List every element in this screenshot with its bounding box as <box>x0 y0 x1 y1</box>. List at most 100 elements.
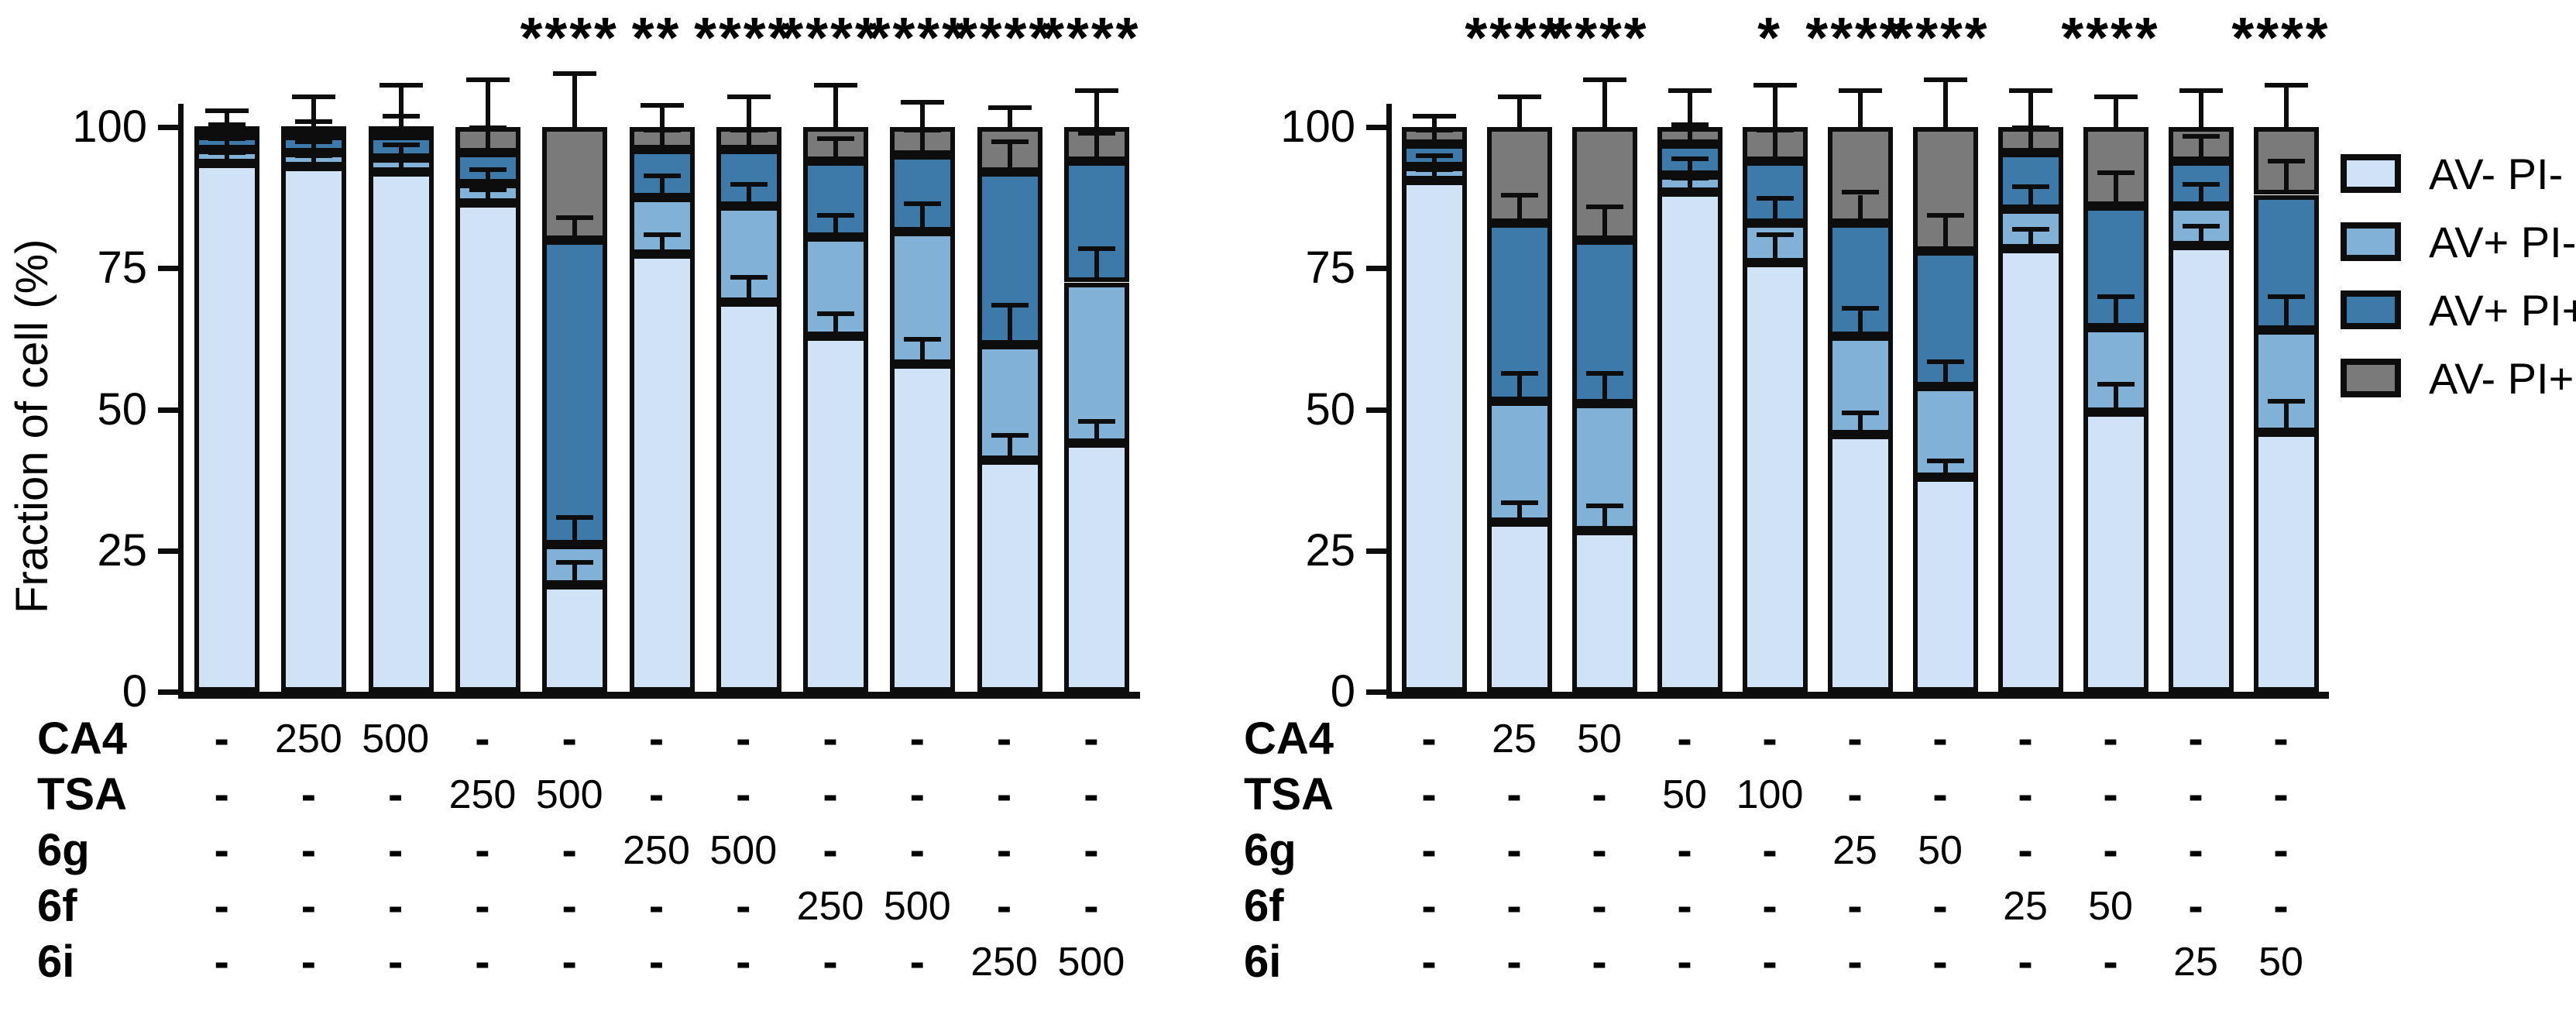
dose-cell: - <box>388 881 404 931</box>
dose-cell: 500 <box>883 884 951 929</box>
dose-cell: 50 <box>1662 772 1707 817</box>
error-bar-stem <box>225 155 230 164</box>
dose-cell: 250 <box>623 828 690 873</box>
dose-cell: 250 <box>448 772 517 817</box>
dose-cell: - <box>475 881 490 931</box>
error-bar-stem <box>2199 229 2203 246</box>
dose-row-label: 6i <box>1244 937 1282 987</box>
legend-label: AV+ PI- <box>2429 217 2576 266</box>
error-bar-cap <box>292 94 336 99</box>
dose-row-label: TSA <box>1244 769 1334 820</box>
error-bar-cap <box>901 99 945 105</box>
error-bar-cap <box>991 139 1029 144</box>
dose-cell: - <box>909 769 925 820</box>
dose-cell: - <box>562 825 577 875</box>
error-bar-cap <box>1501 193 1538 198</box>
dose-cell: - <box>909 713 925 764</box>
error-bar-stem <box>398 160 404 173</box>
legend-swatch-av-pos-pi-pos <box>2341 290 2401 329</box>
error-bar-cap <box>814 82 858 88</box>
error-bar-stem <box>398 146 404 159</box>
legend-item: AV- PI- <box>2341 150 2576 198</box>
error-bar-cap <box>2265 82 2308 88</box>
error-bar-stem <box>1773 132 1777 161</box>
y-tick-label: 25 <box>97 524 147 576</box>
error-bar-cap <box>205 108 249 113</box>
error-bar-cap <box>1586 204 1623 209</box>
stacked-bar <box>977 104 1042 692</box>
legend-label: AV- PI- <box>2429 149 2564 198</box>
legend: AV- PI- AV+ PI- AV+ PI+ AV- PI+ <box>2341 150 2576 426</box>
dose-cell: - <box>909 937 925 987</box>
dose-row-label: 6i <box>37 937 75 987</box>
error-bar-stem <box>1094 93 1099 127</box>
error-bar-cap <box>2009 88 2052 94</box>
dose-cell: - <box>909 825 925 875</box>
significance-label: **** <box>1465 5 1564 70</box>
error-bar-stem <box>1432 158 1437 167</box>
dose-cell: - <box>214 769 229 820</box>
legend-label: AV+ PI+ <box>2429 285 2576 335</box>
y-tick-label: 50 <box>97 383 147 435</box>
dose-cell: - <box>1084 769 1099 820</box>
dose-cell: - <box>2188 769 2203 820</box>
error-bar-cap <box>643 173 681 178</box>
error-bar-cap <box>382 156 420 161</box>
dose-cell: - <box>1847 937 1863 987</box>
error-bar-stem <box>485 129 490 153</box>
error-bar-stem <box>1943 364 1948 387</box>
bar-segment-av-neg-pi-neg <box>2083 412 2148 692</box>
error-bar-cap <box>2094 94 2138 99</box>
stacked-bar <box>1743 82 1808 692</box>
dose-cell: 500 <box>709 828 778 873</box>
dose-cell: - <box>1847 881 1863 931</box>
y-tick-label: 0 <box>1330 666 1355 717</box>
plot-area <box>178 71 1140 699</box>
significance-label: **** <box>954 5 1054 70</box>
y-tick-mark <box>158 548 178 554</box>
dose-cell: - <box>823 937 838 987</box>
error-bar-cap <box>295 139 333 144</box>
error-bar-cap <box>2097 382 2135 387</box>
y-tick-label: 75 <box>97 242 147 294</box>
error-bar-cap <box>2183 224 2220 229</box>
error-bar-stem <box>485 81 490 127</box>
error-bar-stem <box>2284 87 2289 127</box>
dose-cell: - <box>562 937 577 987</box>
dose-cell: - <box>301 769 317 820</box>
error-bar-cap <box>991 303 1029 308</box>
error-bar-cap <box>640 102 684 108</box>
legend-swatch-av-neg-pi-neg <box>2341 154 2401 193</box>
error-bar-stem <box>225 127 230 136</box>
bar-segment-av-neg-pi-neg <box>281 167 347 692</box>
error-bar-stem <box>2199 138 2203 161</box>
dose-cell: - <box>1506 937 1522 987</box>
dose-cell: - <box>996 713 1012 764</box>
bar-segment-av-pos-pi-pos <box>542 239 608 545</box>
dose-cell: - <box>1592 769 1607 820</box>
y-tick-label: 100 <box>72 101 147 152</box>
dose-cell: - <box>1084 881 1099 931</box>
dose-cell: - <box>823 825 838 875</box>
stacked-bar <box>2254 82 2319 692</box>
error-bar-stem <box>2199 186 2203 207</box>
error-bar-stem <box>1773 237 1777 263</box>
error-bar-cap <box>1074 88 1118 94</box>
dose-cell: - <box>1506 881 1522 931</box>
error-bar-cap <box>643 128 681 133</box>
error-bar-cap <box>817 212 855 218</box>
dose-cell: - <box>1677 713 1692 764</box>
error-bar-cap <box>730 274 768 280</box>
dose-cell: - <box>736 713 751 764</box>
dose-cell: - <box>996 769 1012 820</box>
error-bar-cap <box>987 105 1032 111</box>
error-bar-cap <box>1583 77 1626 82</box>
error-bar-stem <box>1602 81 1607 127</box>
dose-cell: - <box>562 881 577 931</box>
error-bar-cap <box>553 71 597 77</box>
dose-cell: - <box>1762 881 1777 931</box>
error-bar-stem <box>1773 87 1777 127</box>
error-bar-cap <box>904 128 942 133</box>
dose-cell: - <box>1421 713 1437 764</box>
error-bar-stem <box>225 141 230 150</box>
